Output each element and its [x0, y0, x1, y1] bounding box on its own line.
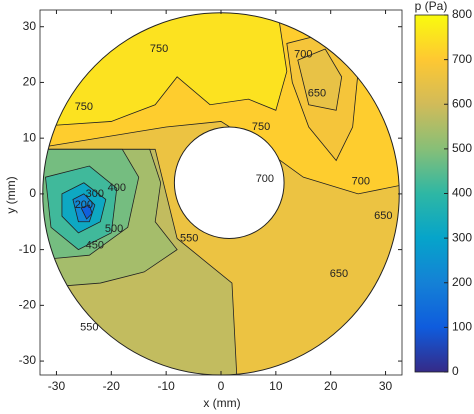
colorbar-tick-label: 400: [452, 186, 472, 200]
contour-label: 750: [150, 43, 168, 55]
colorbar-tick-label: 500: [452, 141, 472, 155]
contour-label: 700: [352, 176, 370, 188]
colorbar-tick-label: 0: [452, 364, 459, 378]
x-tick-label: 0: [218, 379, 225, 393]
contour-label: 650: [374, 210, 392, 222]
x-tick-label: 10: [269, 379, 283, 393]
colorbar-label: p (Pa): [415, 0, 448, 13]
colorbar-tick-label: 800: [452, 7, 472, 21]
contour-label: 750: [252, 121, 270, 133]
colorbar-tick-label: 700: [452, 52, 472, 66]
contour-label: 650: [330, 268, 348, 280]
contour-label: 650: [308, 87, 326, 99]
colorbar: [414, 14, 449, 373]
x-tick-label: -10: [157, 379, 175, 393]
x-tick-label: 20: [324, 379, 338, 393]
contour-region: [80, 204, 93, 220]
contour-label: 300: [86, 188, 104, 200]
contour-label: 750: [75, 101, 93, 113]
colorbar-tick-label: 600: [452, 96, 472, 110]
x-tick-label: -20: [103, 379, 121, 393]
contour-label: 200: [75, 199, 93, 211]
contour-label: 700: [256, 173, 274, 185]
field: [42, 12, 400, 375]
contour-label: 500: [105, 223, 123, 235]
colorbar-tick-label: 200: [452, 275, 472, 289]
y-tick-label: -20: [19, 298, 37, 312]
contour-label: 700: [294, 48, 312, 60]
contour-label: 550: [180, 232, 198, 244]
contour-region: [297, 48, 343, 111]
y-tick-label: 0: [29, 186, 36, 200]
x-tick-label: -30: [48, 379, 66, 393]
colorbar-tick-label: 100: [452, 320, 472, 334]
y-tick-label: 10: [23, 130, 37, 144]
x-axis-label: x (mm): [203, 396, 240, 410]
y-tick-label: 20: [23, 75, 37, 89]
contour-label: 450: [86, 240, 104, 252]
y-tick-label: -30: [19, 353, 37, 367]
colorbar-tick-label: 300: [452, 230, 472, 244]
y-axis-label: y (mm): [4, 176, 18, 213]
contour-label: 550: [80, 322, 98, 334]
x-tick-label: 30: [379, 379, 393, 393]
y-tick-label: 30: [23, 19, 37, 33]
y-tick-label: -10: [19, 242, 37, 256]
contour-label: 400: [108, 182, 126, 194]
